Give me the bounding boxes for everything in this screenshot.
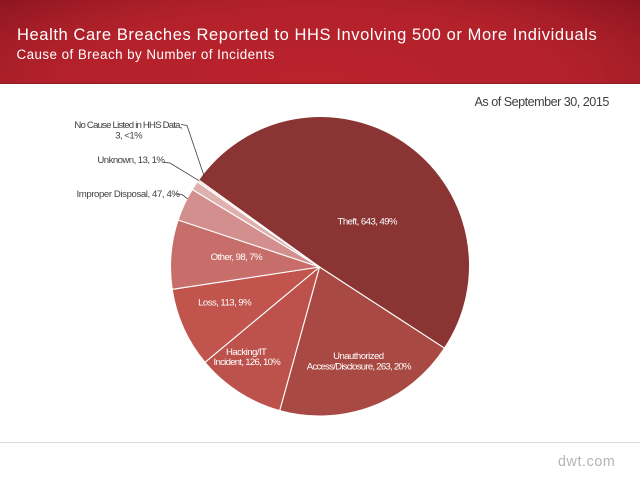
svg-text:Improper Disposal, 47, 4%: Improper Disposal, 47, 4% — [76, 189, 180, 200]
svg-text:Other, 98, 7%: Other, 98, 7% — [211, 252, 264, 263]
svg-text:Unauthorized: Unauthorized — [333, 351, 384, 362]
svg-text:No Cause Listed in HHS Data,: No Cause Listed in HHS Data, — [74, 120, 181, 131]
svg-text:Loss, 113, 9%: Loss, 113, 9% — [198, 298, 252, 309]
svg-text:Unknown, 13, 1%: Unknown, 13, 1% — [97, 155, 165, 166]
svg-text:3, <1%: 3, <1% — [115, 130, 143, 141]
svg-text:Theft, 643, 49%: Theft, 643, 49% — [338, 217, 399, 228]
svg-text:Hacking/IT: Hacking/IT — [226, 347, 267, 358]
svg-text:Incident, 126, 10%: Incident, 126, 10% — [214, 357, 282, 368]
svg-text:Access/Disclosure, 263, 20%: Access/Disclosure, 263, 20% — [307, 362, 412, 373]
